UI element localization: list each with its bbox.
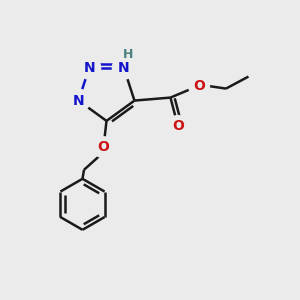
Circle shape xyxy=(167,116,188,136)
Text: H: H xyxy=(123,48,134,61)
Text: O: O xyxy=(172,119,184,133)
Text: O: O xyxy=(193,79,205,93)
Text: O: O xyxy=(98,140,110,154)
Text: N: N xyxy=(118,61,130,75)
Text: N: N xyxy=(83,61,95,75)
Circle shape xyxy=(112,56,135,79)
Circle shape xyxy=(93,137,114,158)
Circle shape xyxy=(67,89,90,112)
Circle shape xyxy=(188,75,209,96)
Text: N: N xyxy=(73,94,84,108)
Circle shape xyxy=(78,56,100,79)
